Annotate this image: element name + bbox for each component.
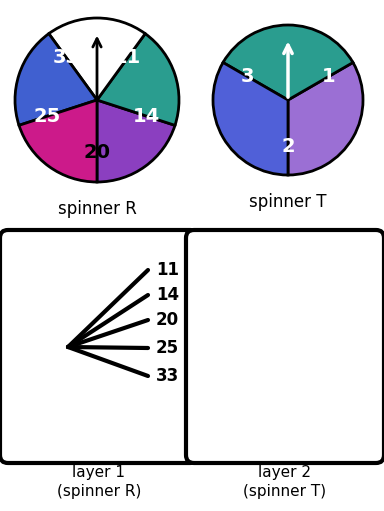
Text: 2: 2 <box>281 137 295 156</box>
Text: 14: 14 <box>156 286 179 304</box>
Text: 33: 33 <box>53 49 80 67</box>
Text: 25: 25 <box>156 339 179 357</box>
Text: 14: 14 <box>133 107 160 126</box>
FancyBboxPatch shape <box>0 230 198 463</box>
Wedge shape <box>288 62 363 175</box>
Text: 1: 1 <box>322 67 336 86</box>
Wedge shape <box>49 18 145 100</box>
Text: 3: 3 <box>240 67 254 86</box>
Text: 25: 25 <box>34 107 61 126</box>
Text: layer 1
(spinner R): layer 1 (spinner R) <box>57 465 141 499</box>
Wedge shape <box>19 100 97 182</box>
Text: 33: 33 <box>156 367 179 385</box>
FancyBboxPatch shape <box>186 230 384 463</box>
Wedge shape <box>223 25 353 100</box>
Wedge shape <box>97 100 175 182</box>
Wedge shape <box>97 34 179 125</box>
Wedge shape <box>213 62 288 175</box>
Text: 11: 11 <box>114 49 141 67</box>
Text: 20: 20 <box>83 143 111 161</box>
Text: spinner R: spinner R <box>58 200 136 218</box>
Text: 11: 11 <box>156 261 179 279</box>
Text: layer 2
(spinner T): layer 2 (spinner T) <box>243 465 326 499</box>
Text: spinner T: spinner T <box>249 193 327 211</box>
Text: 20: 20 <box>156 311 179 329</box>
Wedge shape <box>15 34 97 125</box>
